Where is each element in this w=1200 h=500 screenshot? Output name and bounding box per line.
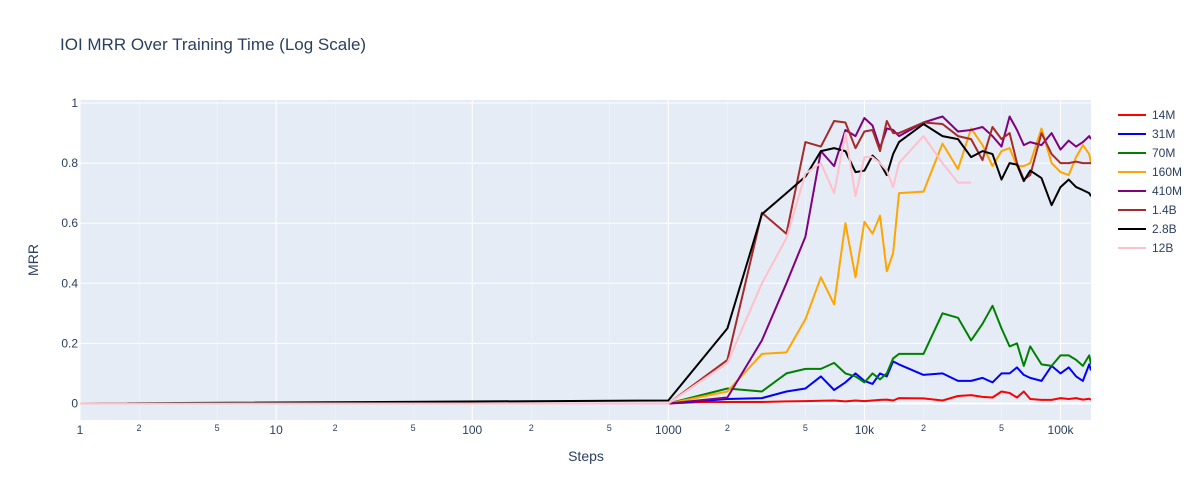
- legend-label: 31M: [1152, 127, 1175, 141]
- x-tick-label: 10k: [855, 423, 875, 437]
- legend-label: 70M: [1152, 146, 1175, 160]
- legend-item-1.4B[interactable]: 1.4B: [1118, 203, 1177, 217]
- series-line-1.4B: [80, 120, 1091, 405]
- series-line-31M: [80, 360, 1091, 405]
- legend-item-410M[interactable]: 410M: [1118, 184, 1182, 198]
- y-tick-label: 1: [71, 96, 78, 110]
- series-line-410M: [80, 115, 1091, 405]
- y-axis-ticks: 0 0.2 0.4 0.6 0.8 1: [61, 96, 78, 410]
- legend-label: 2.8B: [1152, 222, 1177, 236]
- y-tick-label: 0.4: [61, 276, 78, 290]
- legend-item-160M[interactable]: 160M: [1118, 165, 1182, 179]
- x-axis-ticks: 2 5 2 5 2 5 2 5 2 5 1 10 100 1000 10k 100k: [77, 423, 1075, 437]
- legend-item-31M[interactable]: 31M: [1118, 127, 1175, 141]
- series-line-160M: [80, 127, 1091, 405]
- legend-label: 410M: [1152, 184, 1182, 198]
- y-tick-label: 0: [71, 396, 78, 410]
- legend-item-12B[interactable]: 12B: [1118, 241, 1173, 255]
- legend-item-70M[interactable]: 70M: [1118, 146, 1175, 160]
- x-minor-tick-label: 5: [607, 423, 612, 433]
- y-tick-label: 0.6: [61, 216, 78, 230]
- x-minor-tick-label: 2: [529, 423, 534, 433]
- plot-area: [80, 100, 1091, 420]
- x-tick-label: 10: [269, 423, 283, 437]
- series-line-14M: [80, 390, 1091, 405]
- x-minor-tick-label: 2: [921, 423, 926, 433]
- chart-title: IOI MRR Over Training Time (Log Scale): [60, 35, 366, 54]
- x-minor-tick-label: 5: [999, 423, 1004, 433]
- series-line-70M: [80, 304, 1091, 405]
- x-tick-label: 1: [77, 423, 84, 437]
- legend-item-2.8B[interactable]: 2.8B: [1118, 222, 1177, 236]
- y-tick-label: 0.2: [61, 336, 78, 350]
- grid: [79, 100, 1091, 420]
- y-tick-label: 0.8: [61, 156, 78, 170]
- x-axis-title: Steps: [568, 448, 604, 464]
- legend-label: 1.4B: [1152, 203, 1177, 217]
- series-line-2.8B: [80, 123, 1091, 405]
- legend-item-14M[interactable]: 14M: [1118, 108, 1175, 122]
- y-axis-title: MRR: [25, 244, 41, 276]
- legend-label: 14M: [1152, 108, 1175, 122]
- x-minor-tick-label: 2: [725, 423, 730, 433]
- x-minor-tick-label: 2: [333, 423, 338, 433]
- series-line-12B: [80, 132, 972, 405]
- x-minor-tick-label: 5: [803, 423, 808, 433]
- x-tick-label: 100: [462, 423, 482, 437]
- x-tick-label: 1000: [655, 423, 682, 437]
- series-lines: [80, 115, 1091, 405]
- x-minor-tick-label: 5: [411, 423, 416, 433]
- legend-label: 12B: [1152, 241, 1173, 255]
- x-tick-label: 100k: [1048, 423, 1075, 437]
- x-minor-tick-label: 5: [215, 423, 220, 433]
- x-minor-tick-label: 2: [137, 423, 142, 433]
- legend-label: 160M: [1152, 165, 1182, 179]
- legend: 14M 31M 70M 160M 410M 1.4B 2.8B 12B: [1118, 108, 1182, 255]
